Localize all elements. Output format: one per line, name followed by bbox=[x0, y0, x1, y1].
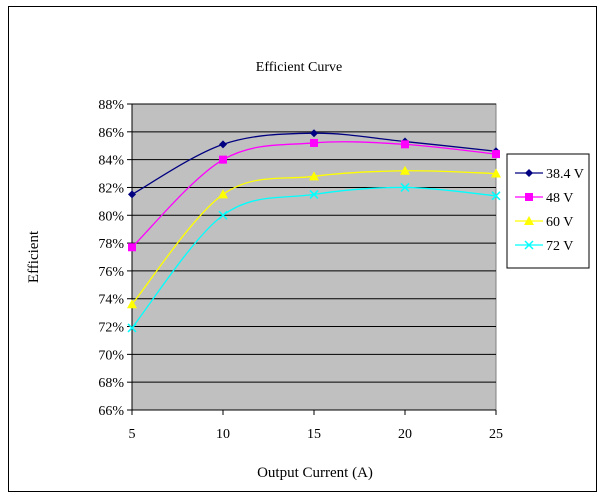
data-point-48-V bbox=[401, 140, 409, 149]
y-tick-label: 68% bbox=[98, 376, 124, 391]
y-tick-label: 66% bbox=[98, 404, 124, 419]
y-tick-labels: 66% 68% 70% 72% 74% 76% 78% 80% 82% 84% 86% 88% bbox=[98, 98, 124, 419]
legend-marker-72-V bbox=[524, 240, 534, 250]
data-point-72-V bbox=[491, 191, 501, 201]
y-tick-label: 78% bbox=[98, 237, 124, 252]
series-line-72-V bbox=[131, 186, 497, 329]
data-point-72-V bbox=[127, 323, 137, 333]
legend-label-48-V: 48 V bbox=[546, 191, 573, 206]
x-tick-labels: 5 10 15 20 25 bbox=[129, 427, 504, 442]
x-tick-label: 20 bbox=[398, 427, 412, 442]
efficiency-chart: Efficient Curve 66% 68% 70% 72% 74% 76% 78% 80%… bbox=[26, 60, 590, 481]
data-point-38-4-V bbox=[219, 140, 227, 149]
x-tick-label: 15 bbox=[307, 427, 321, 442]
chart-frame: Efficient Curve 66% 68% 70% 72% 74% 76% 78% 80%… bbox=[8, 6, 597, 492]
x-tick-label: 10 bbox=[216, 427, 230, 442]
y-tick-label: 72% bbox=[98, 321, 124, 336]
y-tick-label: 86% bbox=[98, 126, 124, 141]
x-tick-label: 25 bbox=[489, 427, 503, 442]
data-point-60-V bbox=[400, 165, 410, 175]
legend-marker-48-V bbox=[525, 193, 533, 201]
data-point-48-V bbox=[219, 155, 227, 164]
legend-marker-38-4-V bbox=[525, 169, 533, 177]
data-point-48-V bbox=[128, 243, 136, 252]
legend-marker-60-V bbox=[524, 216, 534, 225]
data-point-72-V bbox=[400, 182, 410, 192]
chart-title: Efficient Curve bbox=[256, 60, 342, 75]
data-point-38-4-V bbox=[310, 129, 318, 138]
data-point-60-V bbox=[309, 171, 319, 181]
legend-label-38-4-V: 38.4 V bbox=[546, 167, 584, 182]
y-tick-label: 88% bbox=[98, 98, 124, 113]
series-line-60-V bbox=[131, 170, 497, 305]
y-tick-label: 70% bbox=[98, 348, 124, 363]
legend-label-72-V: 72 V bbox=[546, 239, 573, 254]
x-axis-label: Output Current (A) bbox=[257, 465, 373, 481]
data-point-38-4-V bbox=[128, 190, 136, 199]
y-axis-label: Efficient bbox=[26, 230, 42, 283]
data-point-60-V bbox=[127, 299, 137, 309]
data-point-60-V bbox=[218, 189, 228, 199]
x-tick-label: 5 bbox=[129, 427, 136, 442]
axes bbox=[127, 103, 497, 415]
data-point-72-V bbox=[309, 189, 319, 199]
gridlines bbox=[132, 103, 496, 411]
data-point-72-V bbox=[218, 210, 228, 220]
y-tick-label: 74% bbox=[98, 293, 124, 308]
data-point-48-V bbox=[310, 138, 318, 147]
data-point-48-V bbox=[492, 150, 500, 159]
legend: 38.4 V 48 V 60 V 72 V bbox=[506, 153, 590, 269]
legend-label-60-V: 60 V bbox=[546, 215, 573, 230]
plot-area bbox=[131, 103, 497, 411]
y-tick-label: 76% bbox=[98, 265, 124, 280]
data-point-60-V bbox=[491, 168, 501, 178]
y-tick-label: 80% bbox=[98, 209, 124, 224]
y-tick-label: 84% bbox=[98, 154, 124, 169]
y-tick-label: 82% bbox=[98, 181, 124, 196]
series-lines bbox=[127, 129, 501, 333]
